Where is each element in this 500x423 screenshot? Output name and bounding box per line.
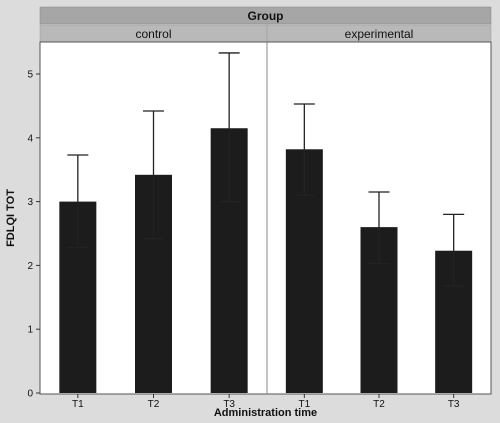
x-tick-label-experimental-T1: T1 <box>298 399 310 410</box>
y-tick-label: 4 <box>27 133 33 144</box>
y-tick-label: 5 <box>27 70 33 81</box>
plot-panel <box>39 41 492 395</box>
y-tick-label: 1 <box>27 325 33 336</box>
x-tick-label-control-T2: T2 <box>148 399 160 410</box>
y-tick-label: 2 <box>27 261 33 272</box>
x-tick-label-experimental-T3: T3 <box>448 399 460 410</box>
chart-marks: 0 1 2 3 4 5 T1 T2 T3 T1 T2 T3 <box>27 52 473 410</box>
y-tick-label: 0 <box>27 389 33 400</box>
x-tick-label-control-T1: T1 <box>72 399 84 410</box>
y-axis-title: FDLQI TOT <box>5 189 17 247</box>
x-tick-label-experimental-T2: T2 <box>373 399 385 410</box>
x-tick-label-control-T3: T3 <box>223 399 235 410</box>
x-axis-title: Administration time <box>214 407 317 419</box>
group-header-title: Group <box>248 9 284 23</box>
strip-experimental-label: experimental <box>345 27 414 41</box>
y-tick-label: 3 <box>27 197 33 208</box>
strip-control-label: control <box>135 27 171 41</box>
group-header-bg <box>39 6 492 25</box>
